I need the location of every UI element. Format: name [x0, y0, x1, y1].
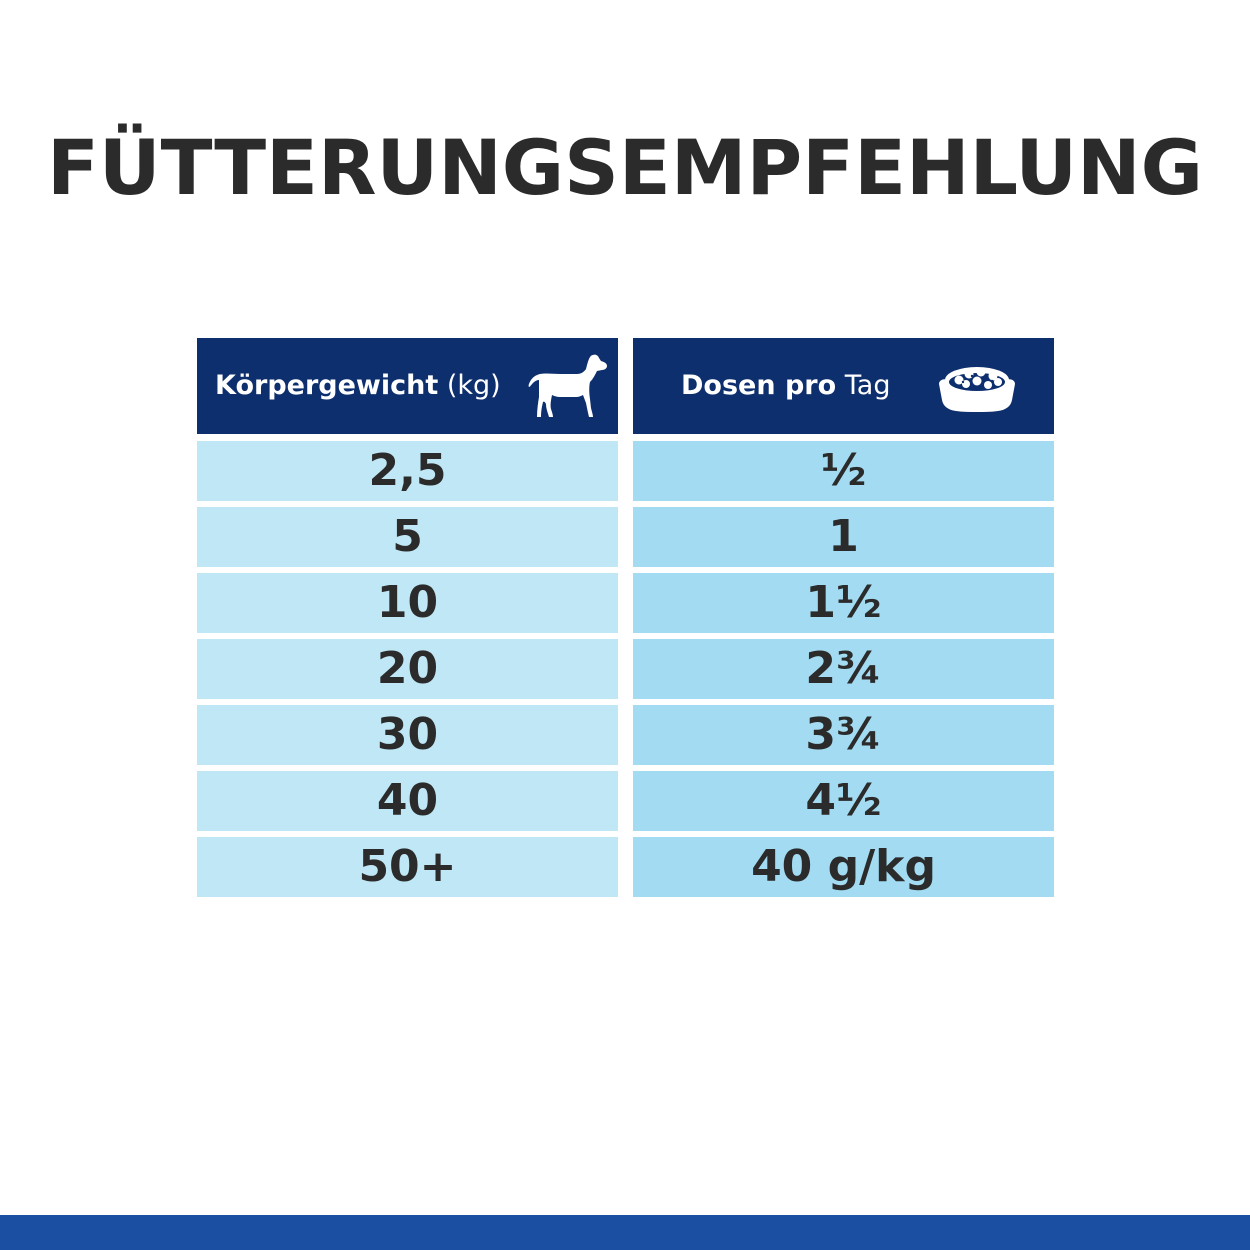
body-weight-header: Körpergewicht (kg): [197, 338, 618, 434]
page-title: FÜTTERUNGSEMPFEHLUNG: [46, 123, 1204, 212]
cans-per-day-header: Dosen pro Tag: [633, 338, 1054, 434]
amount-cell: ½: [633, 441, 1054, 501]
amount-cell: 40 g/kg: [633, 837, 1054, 897]
cans-per-day-header-strong: Dosen pro: [681, 370, 837, 401]
amount-cell: 2¾: [633, 639, 1054, 699]
weight-cell: 50+: [197, 837, 618, 897]
weight-cell: 5: [197, 507, 618, 567]
body-weight-header-strong: Körpergewicht: [215, 370, 439, 401]
cans-per-day-header-label: Dosen pro Tag: [681, 338, 890, 434]
weight-cell: 40: [197, 771, 618, 831]
weight-cell: 10: [197, 573, 618, 633]
body-weight-column: Körpergewicht (kg) 2,5 5 10 20 30 40 50+: [197, 338, 618, 897]
amount-cell: 1: [633, 507, 1054, 567]
weight-cell: 20: [197, 639, 618, 699]
body-weight-header-unit: (kg): [446, 370, 501, 401]
amount-cell: 4½: [633, 771, 1054, 831]
cans-per-day-column: Dosen pro Tag ½ 1 1½ 2¾ 3¾: [633, 338, 1054, 897]
weight-cell: 2,5: [197, 441, 618, 501]
body-weight-header-label: Körpergewicht (kg): [215, 338, 501, 434]
dog-icon: [528, 354, 607, 417]
amount-cell: 3¾: [633, 705, 1054, 765]
bottom-brand-bar: [0, 1215, 1250, 1250]
weight-cell: 30: [197, 705, 618, 765]
cans-per-day-header-unit: Tag: [844, 370, 891, 401]
amount-cell: 1½: [633, 573, 1054, 633]
food-bowl-icon: [939, 367, 1015, 412]
